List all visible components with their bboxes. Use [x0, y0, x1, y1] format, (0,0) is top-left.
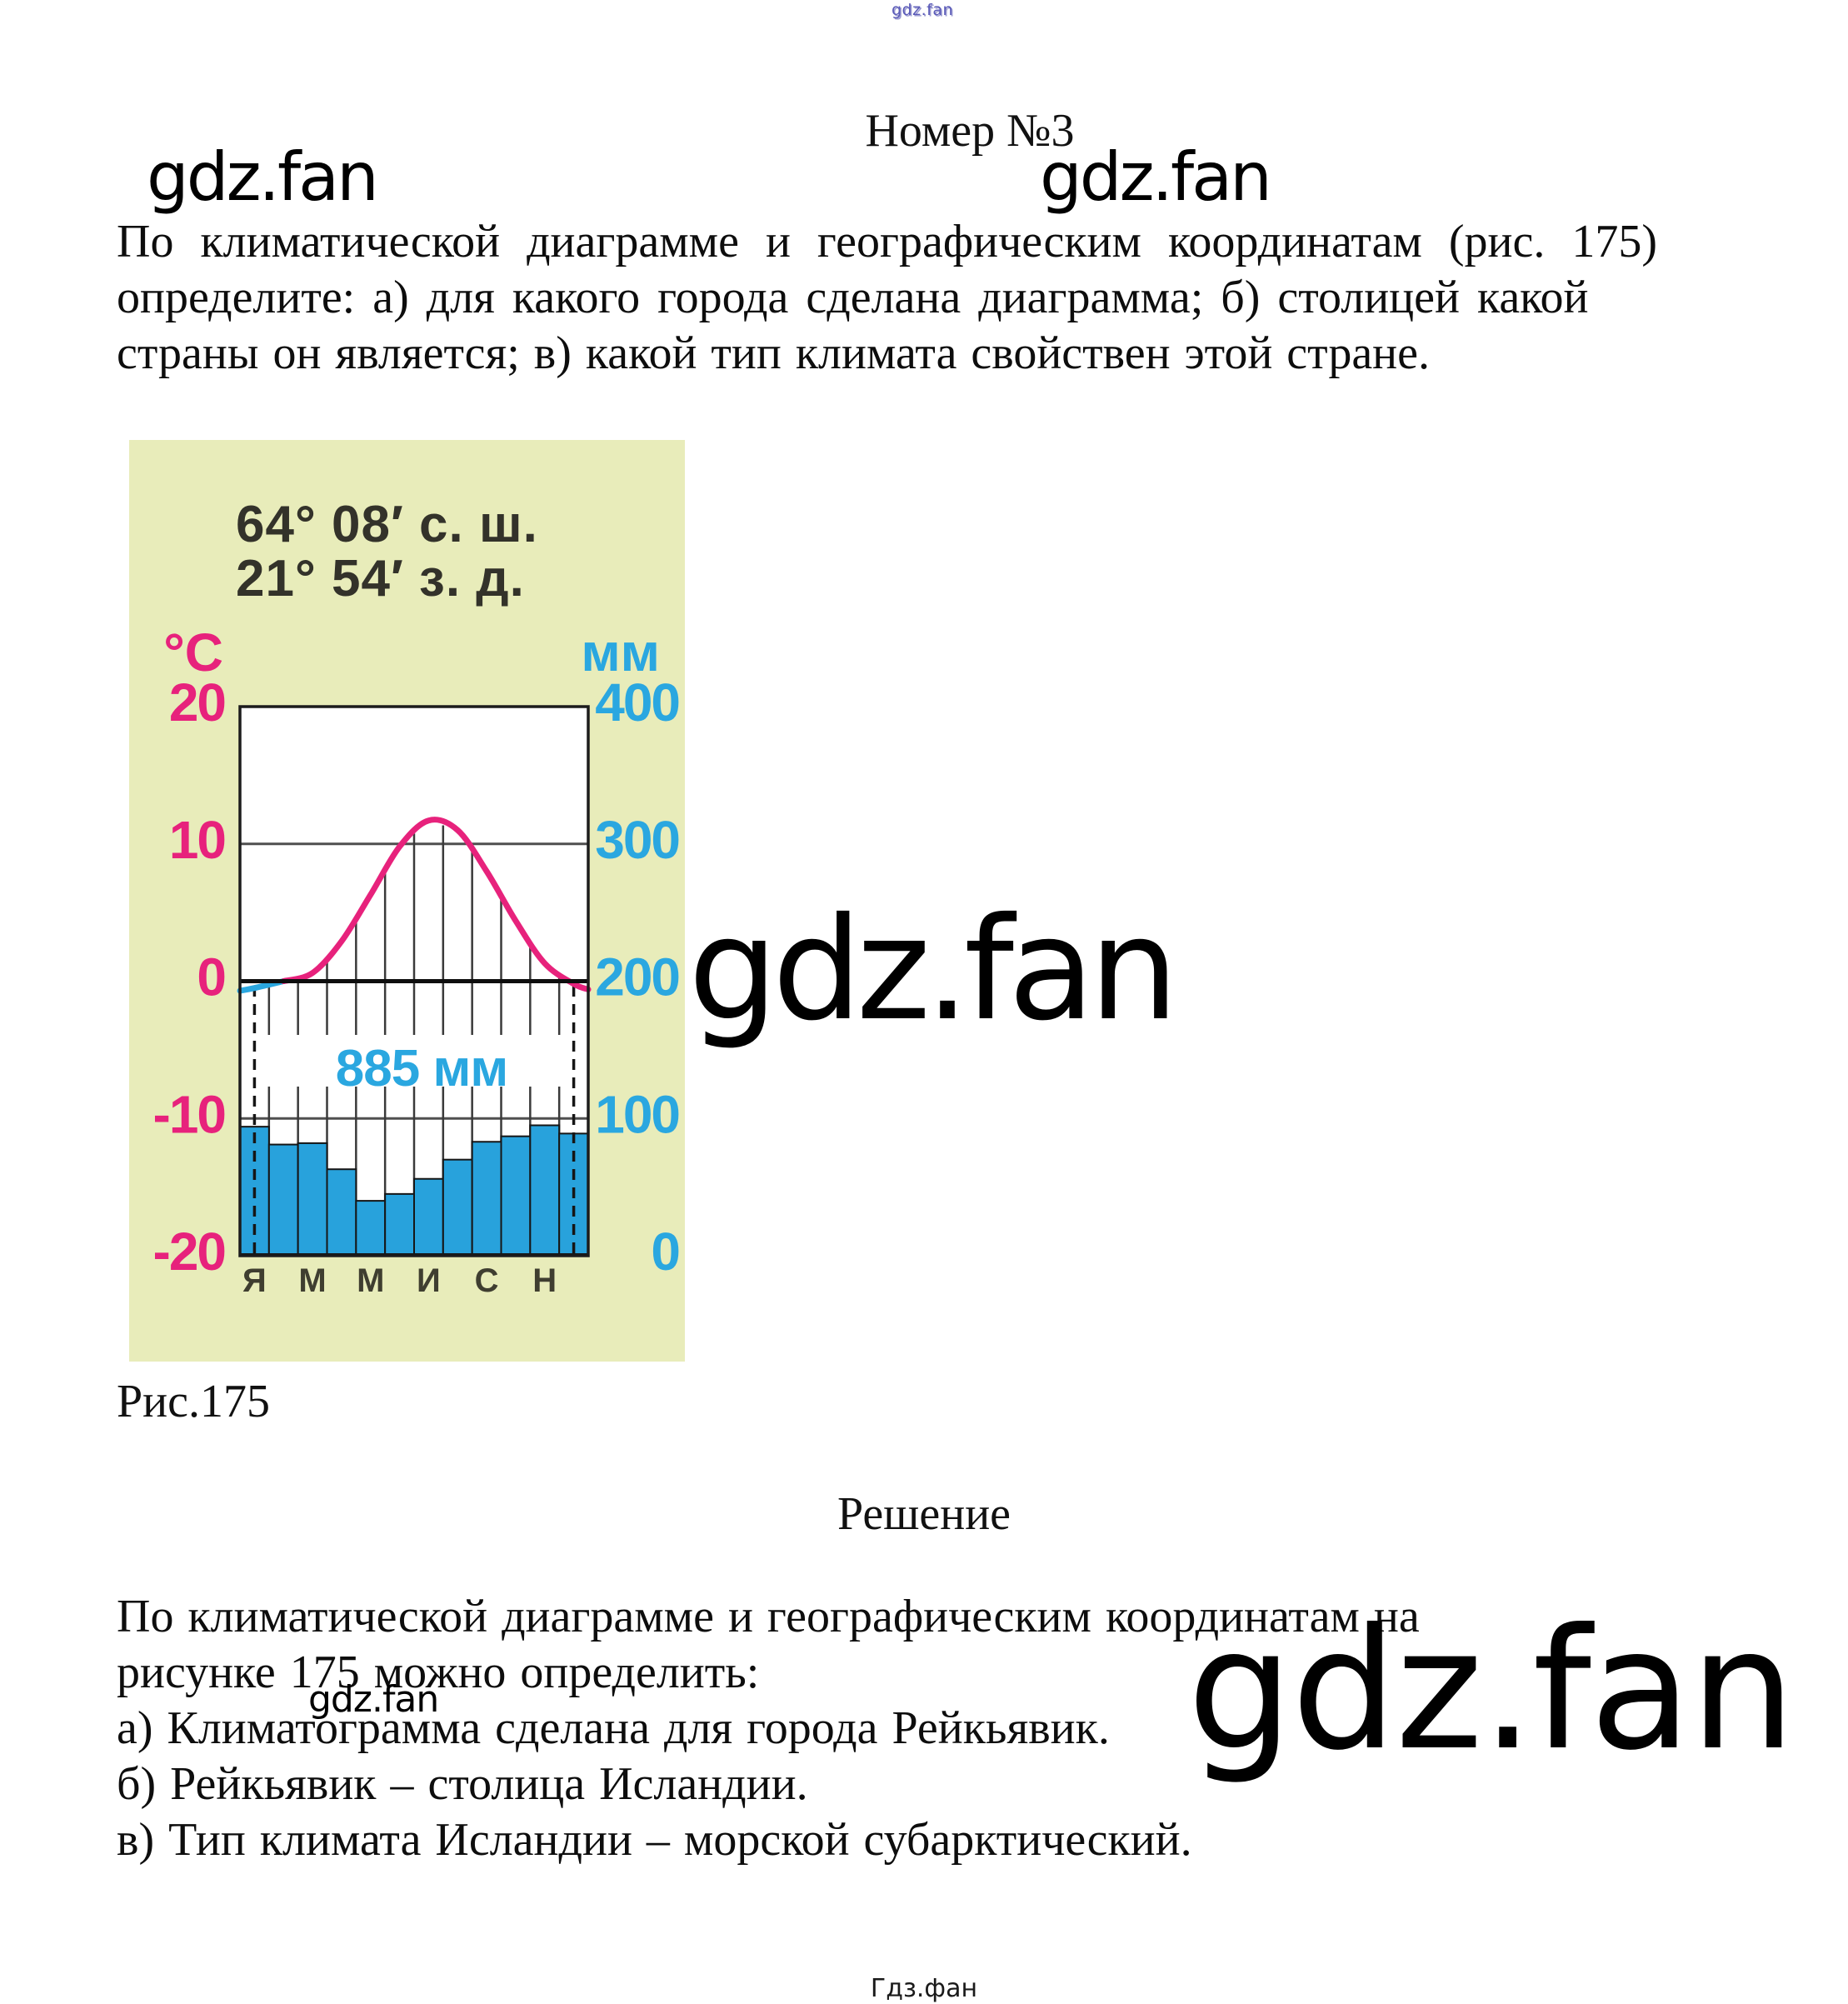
precip-bar-month-10 — [500, 1135, 532, 1255]
temp-tick-0: 0 — [197, 947, 225, 1007]
watermark-large-right: gdz.fan — [1040, 138, 1272, 216]
precip-bar-month-2 — [267, 1143, 299, 1255]
precip-bar-month-3 — [297, 1142, 328, 1256]
plot-border — [238, 705, 590, 1257]
solution-line: в) Тип климата Исландии – морской субарк… — [117, 1814, 1192, 1866]
total-label-band — [243, 1035, 585, 1087]
temperature-curve — [280, 817, 592, 992]
precip-tick-0: 0 — [651, 1222, 679, 1282]
annual-total-label: 885 мм — [336, 1040, 507, 1097]
precip-bar-month-5 — [355, 1200, 387, 1255]
page-title: Номер №3 — [865, 105, 1075, 157]
precip-bar-month-4 — [326, 1168, 357, 1256]
month-label-И: И — [417, 1262, 441, 1299]
watermark-solution-small: gdz.fan — [308, 1678, 439, 1721]
solution-line: б) Рейкьявик – столица Исландии. — [117, 1758, 808, 1810]
temp-tick--10: -10 — [153, 1084, 226, 1144]
precip-tick-400: 400 — [595, 672, 679, 732]
precip-tick-100: 100 — [595, 1084, 679, 1144]
figure-caption: Рис.175 — [117, 1376, 270, 1427]
temp-tick-20: 20 — [169, 672, 225, 732]
solution-line: рисунке 175 можно определить: — [117, 1647, 760, 1698]
coords-latitude-label: 64° 08′ с. ш. — [236, 496, 538, 553]
coords-longitude-label: 21° 54′ з. д. — [236, 550, 525, 607]
watermark-large-left: gdz.fan — [147, 138, 379, 216]
climatogram-svg: 64° 08′ с. ш.21° 54′ з. д.°C мм20100-10-2… — [129, 440, 685, 1362]
temp-axis-unit: °C — [163, 622, 223, 682]
watermark-bottom-large: gdz.fan — [1187, 1593, 1796, 1787]
month-label-М: М — [357, 1262, 384, 1299]
watermark-middle: gdz.fan — [688, 887, 1179, 1052]
precip-bar-month-6 — [384, 1192, 415, 1255]
precip-bar-month-8 — [442, 1158, 473, 1255]
solution-text: По климатической диаграмме и географичес… — [117, 1589, 1420, 1868]
month-label-Я: Я — [242, 1262, 267, 1299]
precip-tick-200: 200 — [595, 947, 679, 1007]
problem-text: По климатической диаграмме и географичес… — [117, 214, 1657, 382]
month-label-М: М — [298, 1262, 326, 1299]
footer-site-label: Гдз.фан — [870, 1974, 978, 2003]
solution-line: а) Климатограмма сделана для города Рейк… — [117, 1702, 1110, 1754]
precip-tick-300: 300 — [595, 810, 679, 870]
solution-heading: Решение — [837, 1488, 1011, 1540]
temp-tick--20: -20 — [153, 1222, 226, 1282]
problem-line: По климатической диаграмме и географичес… — [117, 216, 1657, 267]
temp-tick-10: 10 — [169, 810, 225, 870]
precip-bar-month-9 — [471, 1141, 502, 1255]
solution-line: По климатической диаграмме и географичес… — [117, 1591, 1420, 1642]
month-label-Н: Н — [532, 1262, 557, 1299]
problem-line: определите: а) для какого города сделана… — [117, 272, 1589, 323]
climatogram-figure: 64° 08′ с. ш. 21° 54′ з. д. °C мм 20 10 0 -10 -2… — [129, 440, 685, 1362]
precip-bar-month-7 — [413, 1177, 444, 1255]
watermark-top-small: gdz.fan — [892, 1, 954, 19]
precip-axis-unit: мм — [581, 622, 660, 682]
precip-bar-month-11 — [529, 1124, 561, 1255]
problem-line: страны он является; в) какой тип климата… — [117, 327, 1430, 379]
month-label-С: С — [475, 1262, 499, 1299]
